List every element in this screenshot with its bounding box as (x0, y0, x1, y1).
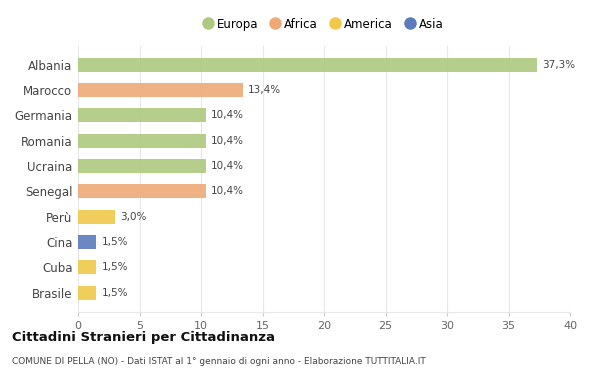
Text: COMUNE DI PELLA (NO) - Dati ISTAT al 1° gennaio di ogni anno - Elaborazione TUTT: COMUNE DI PELLA (NO) - Dati ISTAT al 1° … (12, 357, 426, 366)
Bar (78, 159, 206, 173)
Bar (78, 83, 243, 97)
Bar (78, 210, 115, 223)
Text: 1,5%: 1,5% (101, 237, 128, 247)
Text: 10,4%: 10,4% (211, 186, 244, 196)
Legend: Europa, Africa, America, Asia: Europa, Africa, America, Asia (201, 14, 447, 34)
Text: 13,4%: 13,4% (248, 85, 281, 95)
Text: 1,5%: 1,5% (101, 288, 128, 298)
Text: 10,4%: 10,4% (211, 110, 244, 120)
Bar (78, 260, 97, 274)
Bar (78, 134, 206, 147)
Text: 10,4%: 10,4% (211, 161, 244, 171)
Bar (78, 184, 206, 198)
Text: Cittadini Stranieri per Cittadinanza: Cittadini Stranieri per Cittadinanza (12, 331, 275, 344)
Bar (78, 286, 97, 299)
Bar (78, 108, 206, 122)
Text: 1,5%: 1,5% (101, 262, 128, 272)
Bar (78, 58, 537, 71)
Bar (78, 235, 97, 249)
Text: 10,4%: 10,4% (211, 136, 244, 146)
Text: 37,3%: 37,3% (542, 60, 575, 70)
Text: 3,0%: 3,0% (120, 212, 146, 222)
